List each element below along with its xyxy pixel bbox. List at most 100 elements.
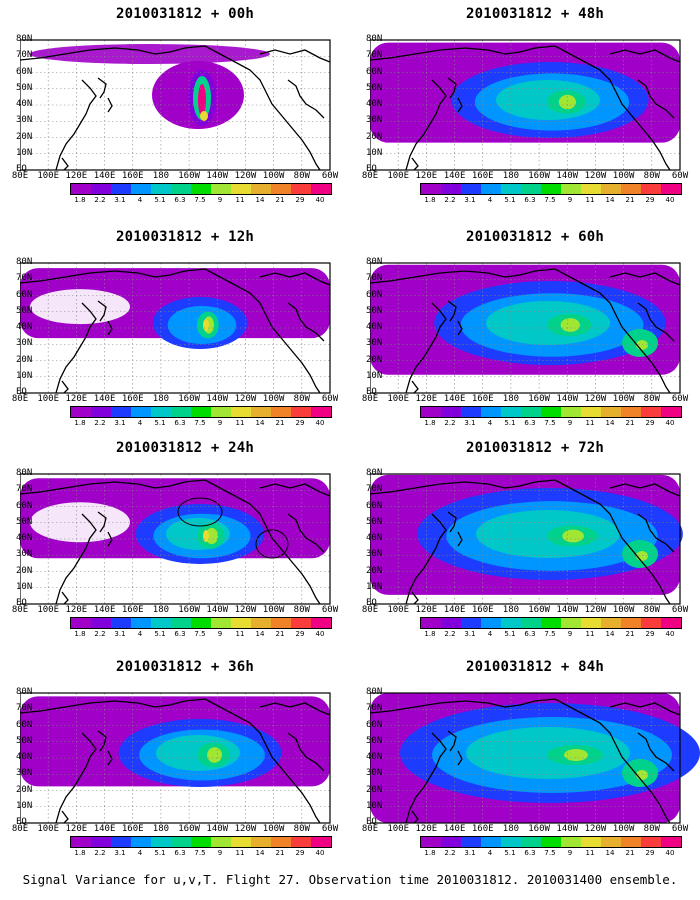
lat-label: 80N — [366, 687, 383, 697]
lon-label: 140E — [93, 605, 116, 615]
colorbar-label: 21 — [275, 196, 285, 204]
lat-label: 30N — [16, 549, 33, 560]
colorbar-label: 2.2 — [94, 419, 106, 427]
colorbar-label: 40 — [315, 630, 325, 638]
lon-label: 140W — [556, 824, 579, 834]
lon-label: 60W — [321, 824, 339, 834]
colorbar — [70, 617, 332, 629]
colorbar-swatch — [641, 407, 661, 417]
lat-label: 50N — [16, 516, 33, 527]
lon-label: 80W — [643, 394, 660, 404]
lat-label: 40N — [16, 322, 33, 332]
colorbar-label: 14 — [255, 630, 265, 638]
lon-label: 120E — [415, 394, 438, 404]
lat-label: 70N — [16, 273, 33, 284]
colorbar-label: 40 — [315, 849, 325, 857]
lat-label: 20N — [16, 565, 33, 576]
lon-label: 160W — [528, 605, 550, 615]
panel-p84: 2010031812 + 84h 80N 70N 60N 50N 40N 30N 20N 10N… — [362, 655, 700, 857]
colorbar-label: 2.2 — [444, 196, 456, 204]
panel-p24: 2010031812 + 24h 80N 70N 60N 50N 40N 30N 20N 10N… — [12, 436, 350, 638]
lon-label: 160W — [178, 394, 200, 404]
colorbar-label: 11 — [235, 630, 245, 638]
colorbar-label: 2.2 — [444, 630, 456, 638]
panel-p00: 2010031812 + 00h 80N 70N 60N 50N 40N 30N 20N 10N… — [12, 2, 350, 204]
lon-label: 160E — [471, 394, 494, 404]
colorbar-label: 5.1 — [504, 196, 516, 204]
panel-p12: 2010031812 + 12h 80N 70N 60N 50N 40N 30N 20N 10N… — [12, 225, 350, 427]
colorbar-swatch — [561, 837, 581, 847]
colorbar-label: 7.5 — [544, 419, 556, 427]
colorbar-swatch — [71, 184, 91, 194]
colorbar-label: 5.1 — [154, 196, 166, 204]
colorbar-label: 9 — [567, 630, 573, 638]
lon-label: 160E — [121, 171, 144, 181]
colorbar-swatch — [621, 618, 641, 628]
colorbar-swatch — [191, 184, 211, 194]
lon-label: 120W — [584, 824, 607, 834]
lat-label: 10N — [366, 800, 383, 811]
lon-label: 180 — [502, 394, 520, 404]
lon-label: 180 — [152, 824, 170, 834]
colorbar-label: 4 — [137, 849, 143, 857]
colorbar-swatch — [71, 407, 91, 417]
colorbar-swatch — [171, 184, 191, 194]
lat-label: 10N — [16, 147, 33, 158]
colorbar — [420, 406, 682, 418]
colorbar-swatch — [481, 837, 501, 847]
lat-label: 70N — [16, 703, 33, 714]
lon-label: 60W — [321, 605, 339, 615]
lat-label: EQ — [366, 598, 377, 608]
lon-label: 140E — [93, 394, 116, 404]
map-p00 — [20, 39, 331, 171]
lat-label: 60N — [16, 289, 33, 300]
colorbar-label: 40 — [665, 196, 675, 204]
lon-label: 160E — [121, 824, 144, 834]
colorbar-label: 1.8 — [424, 419, 436, 427]
colorbar-swatch — [151, 618, 171, 628]
colorbar-label: 9 — [217, 630, 223, 638]
lat-label: 10N — [16, 581, 33, 592]
colorbar-label: 29 — [645, 419, 655, 427]
lon-label: 100W — [612, 171, 635, 181]
lon-label: 60W — [321, 171, 339, 181]
colorbar-label: 40 — [315, 196, 325, 204]
colorbar-label: 29 — [645, 630, 655, 638]
colorbar-swatch — [291, 618, 311, 628]
lon-label: 80E — [361, 171, 379, 181]
colorbar-label: 6.3 — [174, 419, 186, 427]
colorbar-label: 7.5 — [194, 196, 206, 204]
colorbar-swatch — [311, 618, 331, 628]
colorbar-swatch — [521, 184, 541, 194]
lat-label: 80N — [16, 687, 33, 697]
lon-label: 80W — [293, 824, 310, 834]
colorbar-label: 6.3 — [174, 630, 186, 638]
colorbar-swatch — [211, 184, 231, 194]
lon-label: 100E — [387, 605, 410, 615]
lon-label: 80E — [11, 605, 29, 615]
lat-label: 60N — [366, 289, 383, 300]
colorbar-label: 21 — [625, 419, 635, 427]
colorbar-swatch — [231, 184, 251, 194]
colorbar — [70, 406, 332, 418]
lon-label: 120W — [584, 605, 607, 615]
panel-title: 2010031812 + 24h — [115, 440, 255, 456]
colorbar-label: 7.5 — [194, 849, 206, 857]
colorbar-swatch — [561, 407, 581, 417]
colorbar-label: 11 — [585, 419, 595, 427]
lon-label: 80W — [293, 171, 310, 181]
lon-label: 140W — [206, 171, 229, 181]
colorbar-swatch — [231, 618, 251, 628]
colorbar-swatch — [311, 407, 331, 417]
lon-label: 140E — [93, 171, 116, 181]
colorbar-swatch — [421, 184, 441, 194]
lat-label: 30N — [16, 338, 33, 349]
colorbar-label: 2.2 — [94, 630, 106, 638]
colorbar-label: 4 — [487, 849, 493, 857]
lat-label: EQ — [16, 817, 27, 827]
lon-label: 60W — [671, 824, 689, 834]
colorbar-label: 6.3 — [174, 196, 186, 204]
colorbar-swatch — [171, 407, 191, 417]
lat-label: 30N — [16, 115, 33, 126]
lat-label: EQ — [16, 387, 27, 397]
